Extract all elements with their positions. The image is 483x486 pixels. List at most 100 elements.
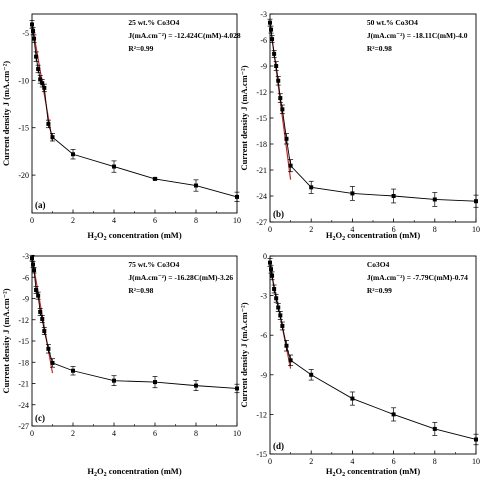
y-axis-label: Current density J (mA.cm⁻²) <box>1 61 11 166</box>
data-point <box>34 54 39 59</box>
y-tick-label: -15 <box>18 337 29 346</box>
x-tick-label: 8 <box>194 429 198 438</box>
data-point <box>288 358 293 363</box>
y-tick-label: -15 <box>18 124 29 133</box>
y-tick-label: -12 <box>256 88 267 97</box>
data-point <box>38 309 43 314</box>
y-tick-label: -12 <box>256 410 267 419</box>
data-point <box>269 27 274 32</box>
x-tick-label: 6 <box>153 429 157 438</box>
annotation-text: J(mA.cm⁻²) = -7.79C(mM)-0.74 <box>367 273 468 282</box>
data-point <box>153 380 157 385</box>
y-tick-label: -18 <box>18 358 29 367</box>
x-tick-label: 6 <box>153 216 157 225</box>
x-axis-label: H2O2 concentration (mM) <box>326 466 420 478</box>
y-axis-label: Current density J (mA.cm⁻²) <box>239 302 249 407</box>
data-point <box>71 152 75 157</box>
annotation-text: R²=0.98 <box>128 286 153 295</box>
x-axis-label-subscript: 2 <box>332 472 335 478</box>
x-tick-label: 2 <box>71 216 75 225</box>
data-point <box>284 136 289 141</box>
data-point <box>288 163 293 168</box>
x-axis-label-subscript: 2 <box>104 472 107 478</box>
y-tick-label: -3 <box>260 292 267 301</box>
x-tick-label: 10 <box>472 457 480 466</box>
y-tick-label: -18 <box>256 140 267 149</box>
data-point <box>235 386 239 391</box>
annotation-text: J(mA.cm⁻²) = -16.28C(mM)-3.26 <box>128 273 233 282</box>
x-axis-label-text: H <box>87 466 94 476</box>
data-point <box>112 378 116 383</box>
data-point <box>194 183 198 188</box>
x-axis-label-subscript: 2 <box>342 236 345 242</box>
data-point <box>194 383 198 388</box>
x-axis-label-text: concentration (mM) <box>107 466 182 476</box>
x-tick-label: 4 <box>112 216 116 225</box>
data-point <box>42 329 47 334</box>
data-point <box>391 194 396 198</box>
y-tick-label: 0 <box>263 252 267 261</box>
data-point <box>474 437 478 442</box>
x-tick-label: 2 <box>309 225 313 234</box>
x-tick-label: 4 <box>350 225 354 234</box>
data-point <box>46 121 51 126</box>
x-axis-label: H2O2 concentration (mM) <box>87 230 181 242</box>
y-tick-label: -10 <box>18 76 29 85</box>
panel-label: (b) <box>273 209 284 219</box>
x-axis-label-subscript: 2 <box>332 236 335 242</box>
y-tick-label: -27 <box>18 422 29 431</box>
x-axis-label-text: concentration (mM) <box>345 466 420 476</box>
x-axis-label-text: O <box>97 466 104 476</box>
x-tick-label: 2 <box>71 429 75 438</box>
data-point <box>268 20 272 25</box>
data-point <box>270 273 275 278</box>
x-tick-label: 4 <box>112 429 116 438</box>
data-point <box>30 256 34 261</box>
data-point <box>50 135 55 140</box>
x-axis-label-text: O <box>335 466 342 476</box>
panel-label: (c) <box>35 413 45 423</box>
x-tick-label: 4 <box>350 457 354 466</box>
data-point <box>278 96 283 101</box>
data-point <box>276 305 281 310</box>
x-tick-label: 2 <box>309 457 313 466</box>
x-axis-label-text: O <box>97 230 104 240</box>
data-point <box>112 164 116 169</box>
x-tick-label: 6 <box>392 457 396 466</box>
x-tick-label: 10 <box>233 429 241 438</box>
data-point <box>42 85 47 90</box>
x-tick-label: 8 <box>194 216 198 225</box>
annotation-text: 50 wt.% Co3O4 <box>367 18 418 27</box>
data-point <box>40 317 45 322</box>
data-point <box>31 29 36 34</box>
y-tick-label: -27 <box>256 218 267 227</box>
x-axis-label: H2O2 concentration (mM) <box>326 230 420 242</box>
data-point <box>309 372 314 377</box>
x-tick-label: 10 <box>233 216 241 225</box>
data-point <box>284 343 289 348</box>
data-point <box>36 66 41 71</box>
y-axis-label: Current density J (mA.cm⁻²) <box>1 288 11 393</box>
data-point <box>32 36 37 41</box>
data-point <box>280 107 285 112</box>
panel-label: (d) <box>273 441 284 451</box>
data-point <box>153 176 157 181</box>
annotation-text: R²=0.99 <box>367 286 392 295</box>
x-axis-label-text: O <box>335 230 342 240</box>
y-tick-label: -21 <box>18 380 29 389</box>
data-point <box>309 185 314 190</box>
data-point <box>268 260 272 265</box>
data-point <box>71 368 75 373</box>
x-axis-label-text: H <box>87 230 94 240</box>
x-tick-label: 8 <box>433 457 437 466</box>
x-axis-label-text: H <box>326 466 333 476</box>
chart-panel-c: 0 2 4 6 8 10 -3 -6 -9 -12 -15 -18 -21 -24 -27 Current d… <box>1 252 241 478</box>
x-axis-label-text: concentration (mM) <box>107 230 182 240</box>
annotation-text: J(mA.cm⁻²) = -12.424C(mM)-4.028 <box>128 31 241 40</box>
data-point <box>432 426 437 431</box>
y-tick-label: -9 <box>260 62 267 71</box>
data-point <box>474 199 478 204</box>
data-point <box>32 268 37 273</box>
